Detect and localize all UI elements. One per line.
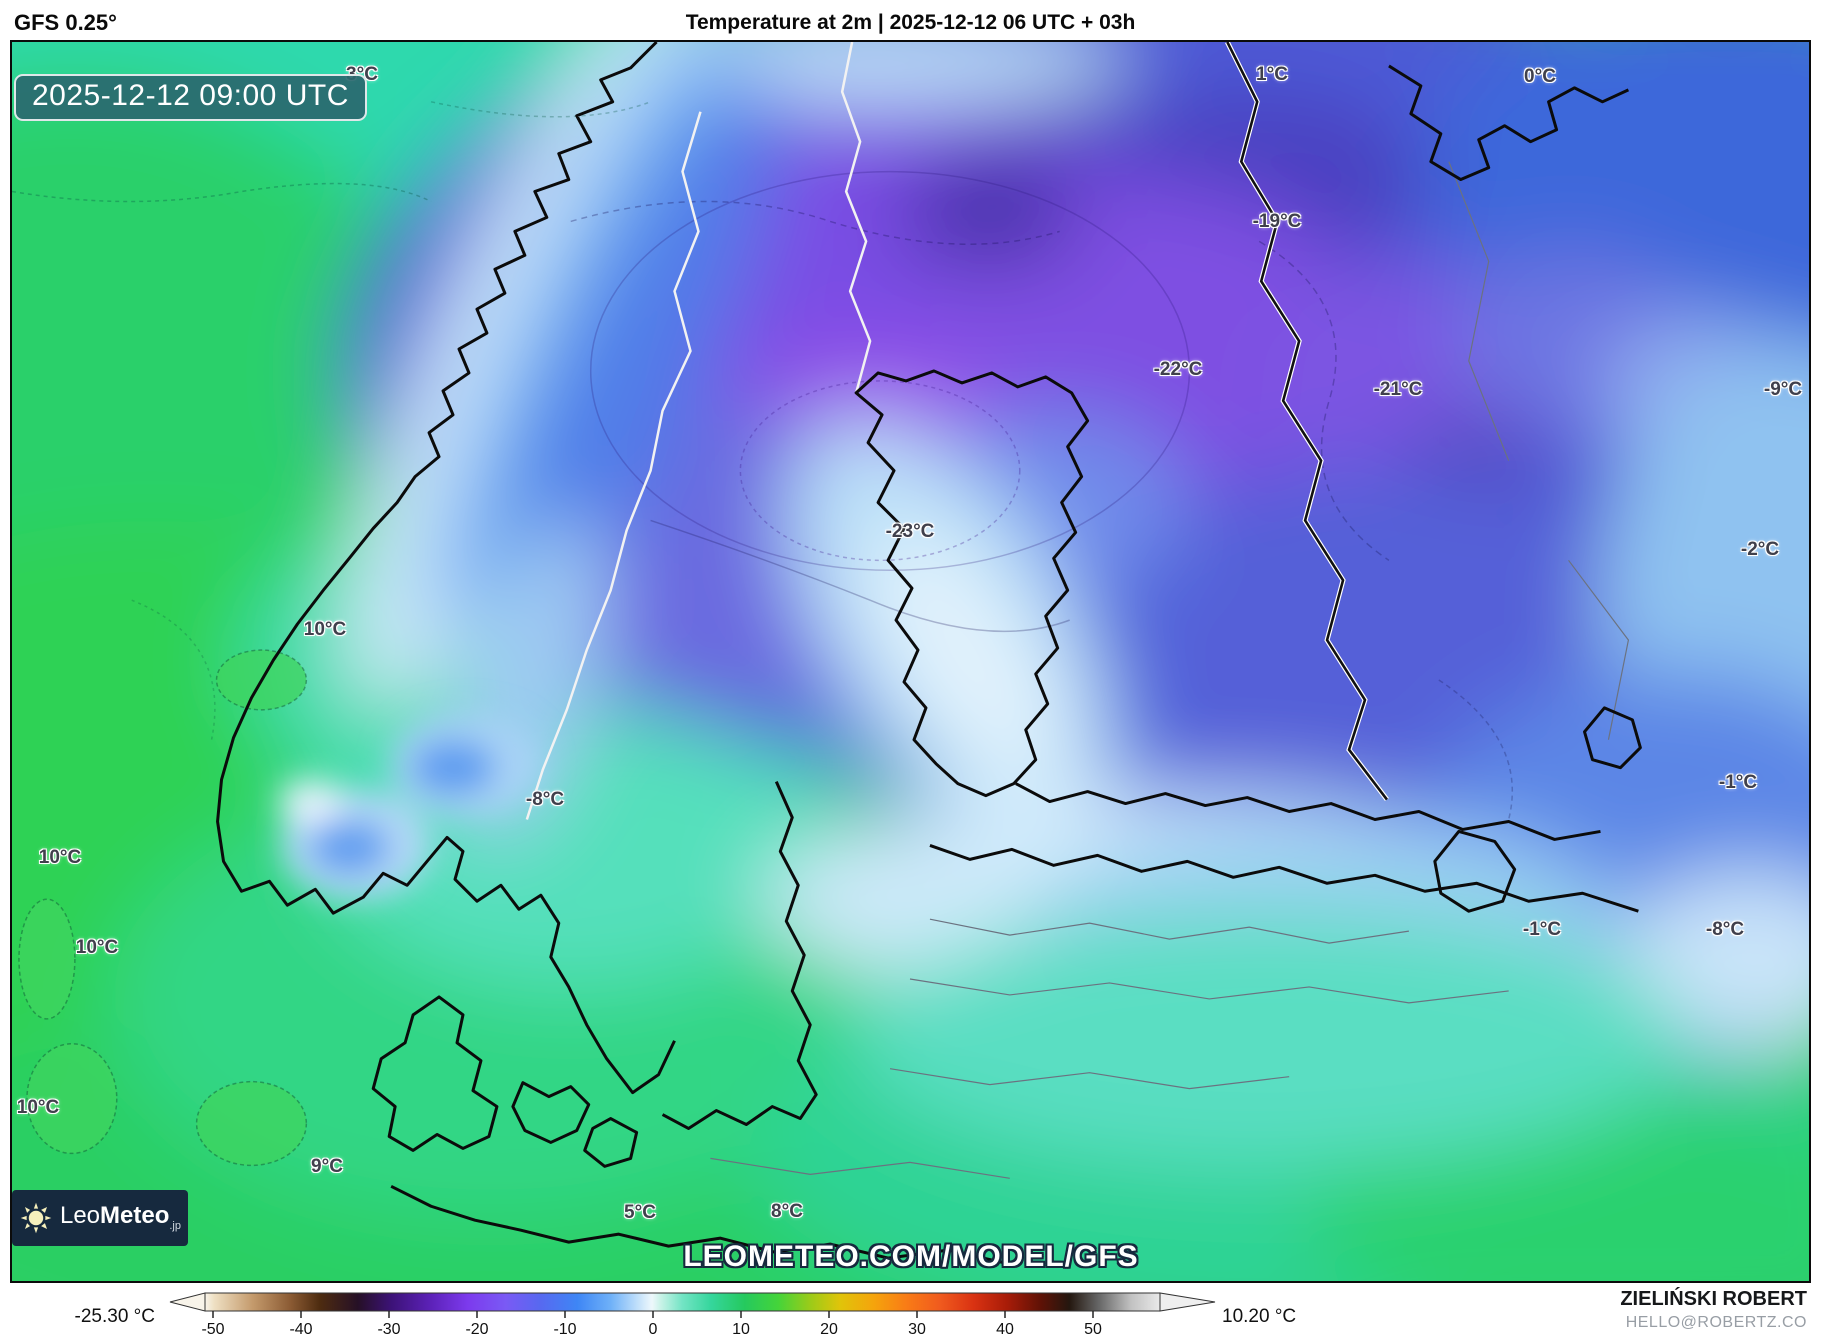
page-title: Temperature at 2m | 2025-12-12 06 UTC + … <box>685 11 1136 34</box>
temperature-label: 10°C <box>303 619 347 640</box>
temperature-label: 8°C <box>771 1201 803 1222</box>
temperature-label: -8°C <box>525 789 565 810</box>
svg-text:-30: -30 <box>377 1321 400 1337</box>
temperature-label: 5°C <box>624 1202 656 1223</box>
credit-email: HELLO@ROBERTZ.CO <box>1625 1314 1807 1331</box>
ru-border <box>1226 42 1388 801</box>
svg-text:50: 50 <box>1084 1321 1102 1337</box>
svg-text:0: 0 <box>649 1321 658 1337</box>
leometeo-logo: LeoMeteo.jp <box>12 1190 188 1246</box>
coastlines <box>216 42 1642 1266</box>
temperature-label: -1°C <box>1718 772 1758 793</box>
temperature-label: 10°C <box>38 847 82 868</box>
sun-icon <box>20 1202 52 1234</box>
isotherm-contours <box>12 101 1513 820</box>
svg-text:-20: -20 <box>465 1321 488 1337</box>
model-label: GFS 0.25° <box>14 10 117 35</box>
colorbar-right-arrow <box>1159 1292 1216 1312</box>
watermark: LEOMETEO.COM/MODEL/GFS <box>683 1240 1139 1273</box>
scale-min-label: -25.30 °C <box>74 1306 155 1327</box>
temperature-label: -1°C <box>1522 919 1562 940</box>
region-borders <box>710 161 1630 1179</box>
temperature-colorbar: -50 -40 -30 -20 -10 0 10 20 30 40 50 <box>169 1292 1216 1337</box>
svg-text:40: 40 <box>996 1321 1014 1337</box>
svg-text:-50: -50 <box>201 1321 224 1337</box>
temperature-label: -2°C <box>1740 539 1780 560</box>
cold-pockets <box>279 714 541 900</box>
temperature-label: 0°C <box>1524 66 1556 87</box>
temperature-field-svg <box>12 42 1809 1281</box>
temperature-label: -23°C <box>885 521 935 542</box>
svg-text:-40: -40 <box>289 1321 312 1337</box>
scale-max-label: 10.20 °C <box>1222 1306 1297 1327</box>
svg-text:30: 30 <box>908 1321 926 1337</box>
colorbar-ticks: -50 -40 -30 -20 -10 0 10 20 30 40 50 <box>201 1311 1102 1337</box>
temperature-label: 1°C <box>1256 64 1288 85</box>
logo-wordmark: LeoMeteo.jp <box>59 1202 181 1232</box>
temperature-label: 10°C <box>75 937 119 958</box>
temperature-label: -8°C <box>1705 919 1745 940</box>
temperature-shading <box>12 42 1809 1281</box>
temperature-map <box>10 40 1811 1283</box>
temperature-label: 10°C <box>16 1097 60 1118</box>
colorbar-left-arrow <box>169 1292 206 1312</box>
colorbar-gradient <box>204 1292 1161 1312</box>
credit-author: ZIELIŃSKI ROBERT <box>1620 1288 1807 1310</box>
temperature-label: -21°C <box>1373 379 1423 400</box>
timestamp-badge: 2025-12-12 09:00 UTC <box>14 74 367 121</box>
temperature-label: 9°C <box>311 1156 343 1177</box>
temperature-label: -22°C <box>1153 359 1203 380</box>
svg-text:20: 20 <box>820 1321 838 1337</box>
svg-text:10: 10 <box>732 1321 750 1337</box>
warm-patches <box>18 649 308 1167</box>
svg-text:-10: -10 <box>553 1321 576 1337</box>
temperature-label: -9°C <box>1763 379 1803 400</box>
country-borders <box>525 42 872 820</box>
temperature-label: -19°C <box>1252 211 1302 232</box>
